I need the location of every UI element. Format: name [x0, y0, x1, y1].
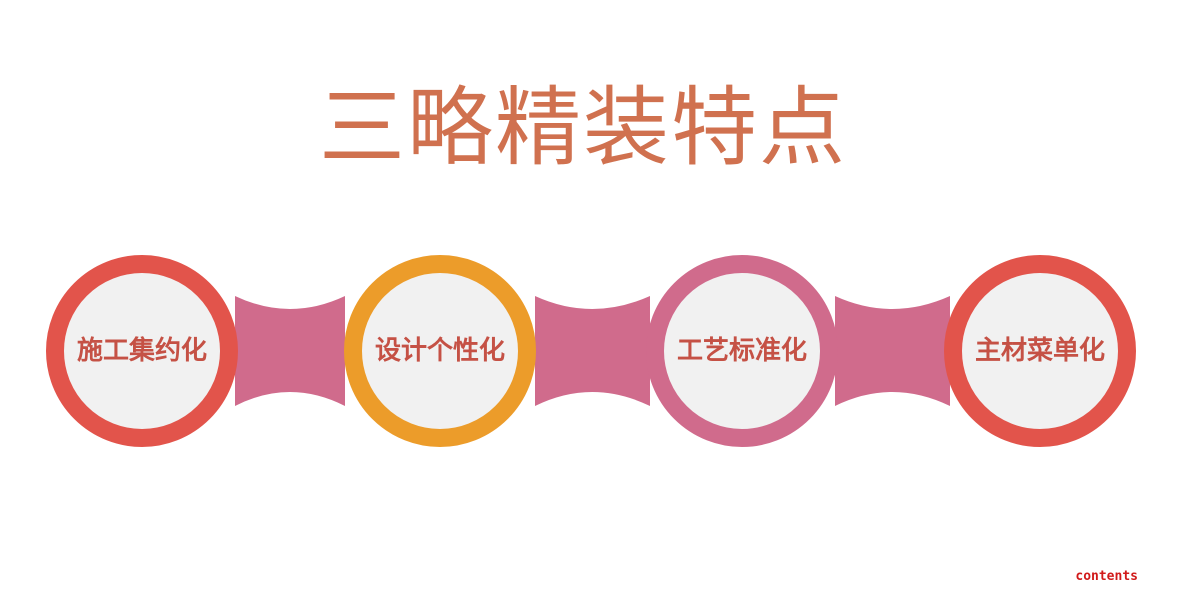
connector-segment: [835, 296, 950, 406]
feature-node-construction: 施工集约化: [46, 255, 238, 447]
feature-label: 主材菜单化: [975, 336, 1106, 366]
feature-label: 施工集约化: [77, 336, 208, 366]
page-title: 三略精装特点: [319, 78, 847, 178]
connector-segment: [235, 296, 345, 406]
feature-node-materials: 主材菜单化: [944, 255, 1136, 447]
feature-node-design: 设计个性化: [344, 255, 536, 447]
connector-segment: [535, 296, 650, 406]
feature-label: 工艺标准化: [677, 336, 808, 366]
contents-link[interactable]: contents: [1075, 569, 1138, 584]
feature-node-process: 工艺标准化: [646, 255, 838, 447]
feature-label: 设计个性化: [375, 336, 506, 366]
